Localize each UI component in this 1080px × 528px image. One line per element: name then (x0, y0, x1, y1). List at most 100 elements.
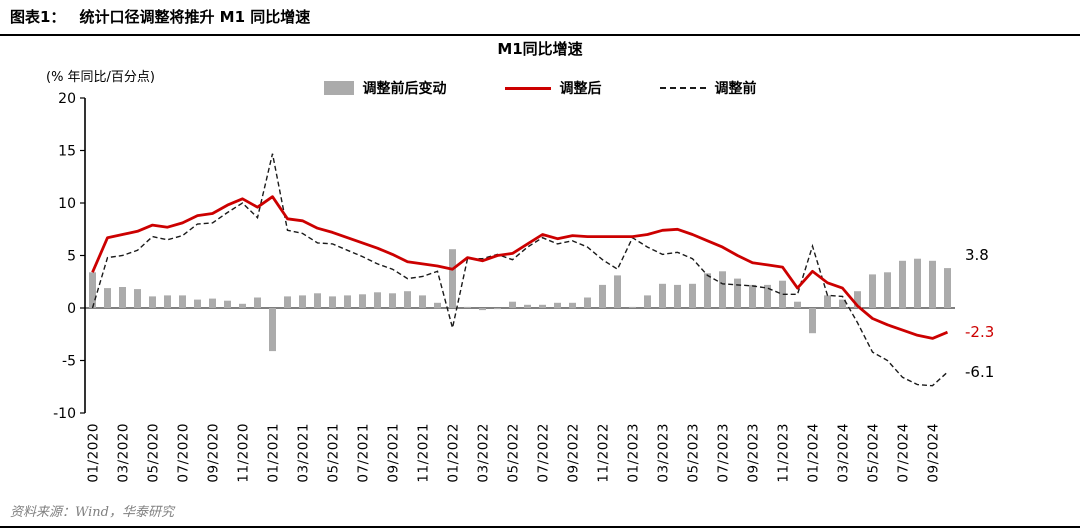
bar-08/2020 (194, 299, 201, 308)
x-tick-label: 09/2021 (386, 423, 402, 483)
legend-item-pre-adjustment: 调整前 (659, 78, 757, 98)
bar-08/2021 (374, 292, 381, 309)
bar-10/2021 (404, 291, 411, 308)
bar-02/2020 (104, 288, 111, 308)
bar-03/2023 (659, 283, 666, 308)
bar-05/2022 (509, 301, 516, 308)
source-note: 资料来源：Wind，华泰研究 (10, 505, 174, 520)
x-tick-label: 09/2024 (926, 423, 942, 483)
bar-07/2021 (359, 294, 366, 308)
bar-01/2023 (629, 306, 636, 308)
bar-04/2020 (134, 289, 141, 308)
bar-01/2022 (449, 249, 456, 308)
bar-06/2024 (884, 272, 891, 308)
bar-09/2022 (569, 302, 576, 309)
bar-swatch-icon (323, 81, 354, 95)
y-tick-label: -10 (53, 406, 76, 422)
x-tick-label: 07/2020 (176, 423, 192, 483)
red-line-swatch-icon (504, 86, 551, 90)
bar-03/2021 (299, 295, 306, 308)
bar-10/2024 (944, 268, 951, 308)
bar-05/2020 (149, 296, 156, 308)
bar-07/2024 (899, 260, 906, 309)
end-label-adjusted: -2.3 (965, 323, 994, 341)
bar-06/2022 (524, 304, 531, 308)
bar-02/2023 (644, 295, 651, 308)
y-tick-label: -5 (62, 354, 76, 370)
bar-04/2022 (494, 308, 501, 310)
end-label-pre: -6.1 (965, 363, 994, 381)
bar-05/2024 (869, 274, 876, 308)
x-tick-label: 03/2022 (476, 423, 492, 483)
x-tick-label: 07/2022 (536, 423, 552, 483)
bar-10/2020 (224, 300, 231, 308)
pre-adjustment-line (91, 153, 948, 387)
bar-11/2022 (599, 284, 606, 308)
x-tick-label: 05/2024 (866, 423, 882, 483)
bar-01/2021 (269, 308, 276, 352)
dashed-line-swatch-icon (659, 87, 706, 89)
bar-09/2021 (389, 293, 396, 308)
y-axis-unit-label: (% 年同比/百分点) (46, 70, 156, 85)
adjusted-line (91, 195, 949, 340)
y-tick-label: 5 (67, 249, 76, 265)
x-tick-label: 05/2021 (326, 423, 342, 483)
bar-04/2021 (314, 293, 321, 308)
y-tick-label: 0 (67, 301, 76, 317)
y-tick-label: 20 (58, 91, 76, 107)
legend-item-change: 调整前后变动 (323, 78, 447, 98)
bar-06/2021 (344, 295, 351, 308)
bar-03/2022 (479, 308, 486, 311)
x-tick-label: 11/2020 (236, 423, 252, 483)
bar-09/2020 (209, 298, 216, 308)
figure-number: 图表1： (10, 8, 66, 26)
x-tick-label: 03/2023 (656, 423, 672, 483)
bar-10/2022 (584, 297, 591, 308)
bar-06/2020 (164, 295, 171, 308)
x-tick-label: 01/2021 (266, 423, 282, 483)
bar-12/2023 (794, 301, 801, 308)
x-tick-label: 07/2021 (356, 423, 372, 483)
bar-04/2024 (854, 291, 861, 308)
bar-07/2022 (539, 304, 546, 308)
bar-08/2023 (734, 278, 741, 308)
bar-01/2024 (809, 308, 816, 334)
x-tick-label: 01/2024 (806, 423, 822, 483)
figure-header: 图表1： 统计口径调整将推升 M1 同比增速 (0, 0, 1080, 36)
bar-04/2023 (674, 284, 681, 308)
chart-legend: 调整前后变动 调整后 调整前 (0, 78, 1080, 98)
x-tick-label: 03/2020 (116, 423, 132, 483)
bar-11/2020 (239, 303, 246, 308)
y-tick-label: 10 (58, 196, 76, 212)
x-tick-label: 11/2021 (416, 423, 432, 483)
bar-05/2023 (689, 283, 696, 308)
legend-label-adjusted: 调整后 (559, 81, 602, 97)
bar-07/2023 (719, 271, 726, 309)
bar-05/2021 (329, 296, 336, 308)
x-tick-label: 07/2024 (896, 423, 912, 483)
bar-11/2021 (419, 295, 426, 308)
bar-02/2021 (284, 296, 291, 308)
x-tick-label: 03/2021 (296, 423, 312, 483)
bar-06/2023 (704, 273, 711, 308)
x-tick-label: 03/2024 (836, 423, 852, 483)
bar-03/2024 (839, 299, 846, 308)
bar-09/2023 (749, 284, 756, 308)
bar-01/2020 (89, 272, 96, 308)
bar-09/2024 (929, 260, 936, 309)
x-tick-label: 01/2022 (446, 423, 462, 483)
x-tick-label: 09/2022 (566, 423, 582, 483)
x-tick-label: 09/2023 (746, 423, 762, 483)
x-tick-label: 05/2023 (686, 423, 702, 483)
x-tick-label: 11/2023 (776, 423, 792, 483)
bar-07/2020 (179, 295, 186, 308)
x-tick-label: 11/2022 (596, 423, 612, 483)
bar-02/2024 (824, 295, 831, 308)
end-label-bar: 3.8 (965, 246, 989, 264)
bar-10/2023 (764, 284, 771, 308)
legend-label-pre-adjustment: 调整前 (714, 81, 757, 97)
x-tick-label: 05/2020 (146, 423, 162, 483)
bar-02/2022 (464, 306, 471, 308)
x-tick-label: 09/2020 (206, 423, 222, 483)
